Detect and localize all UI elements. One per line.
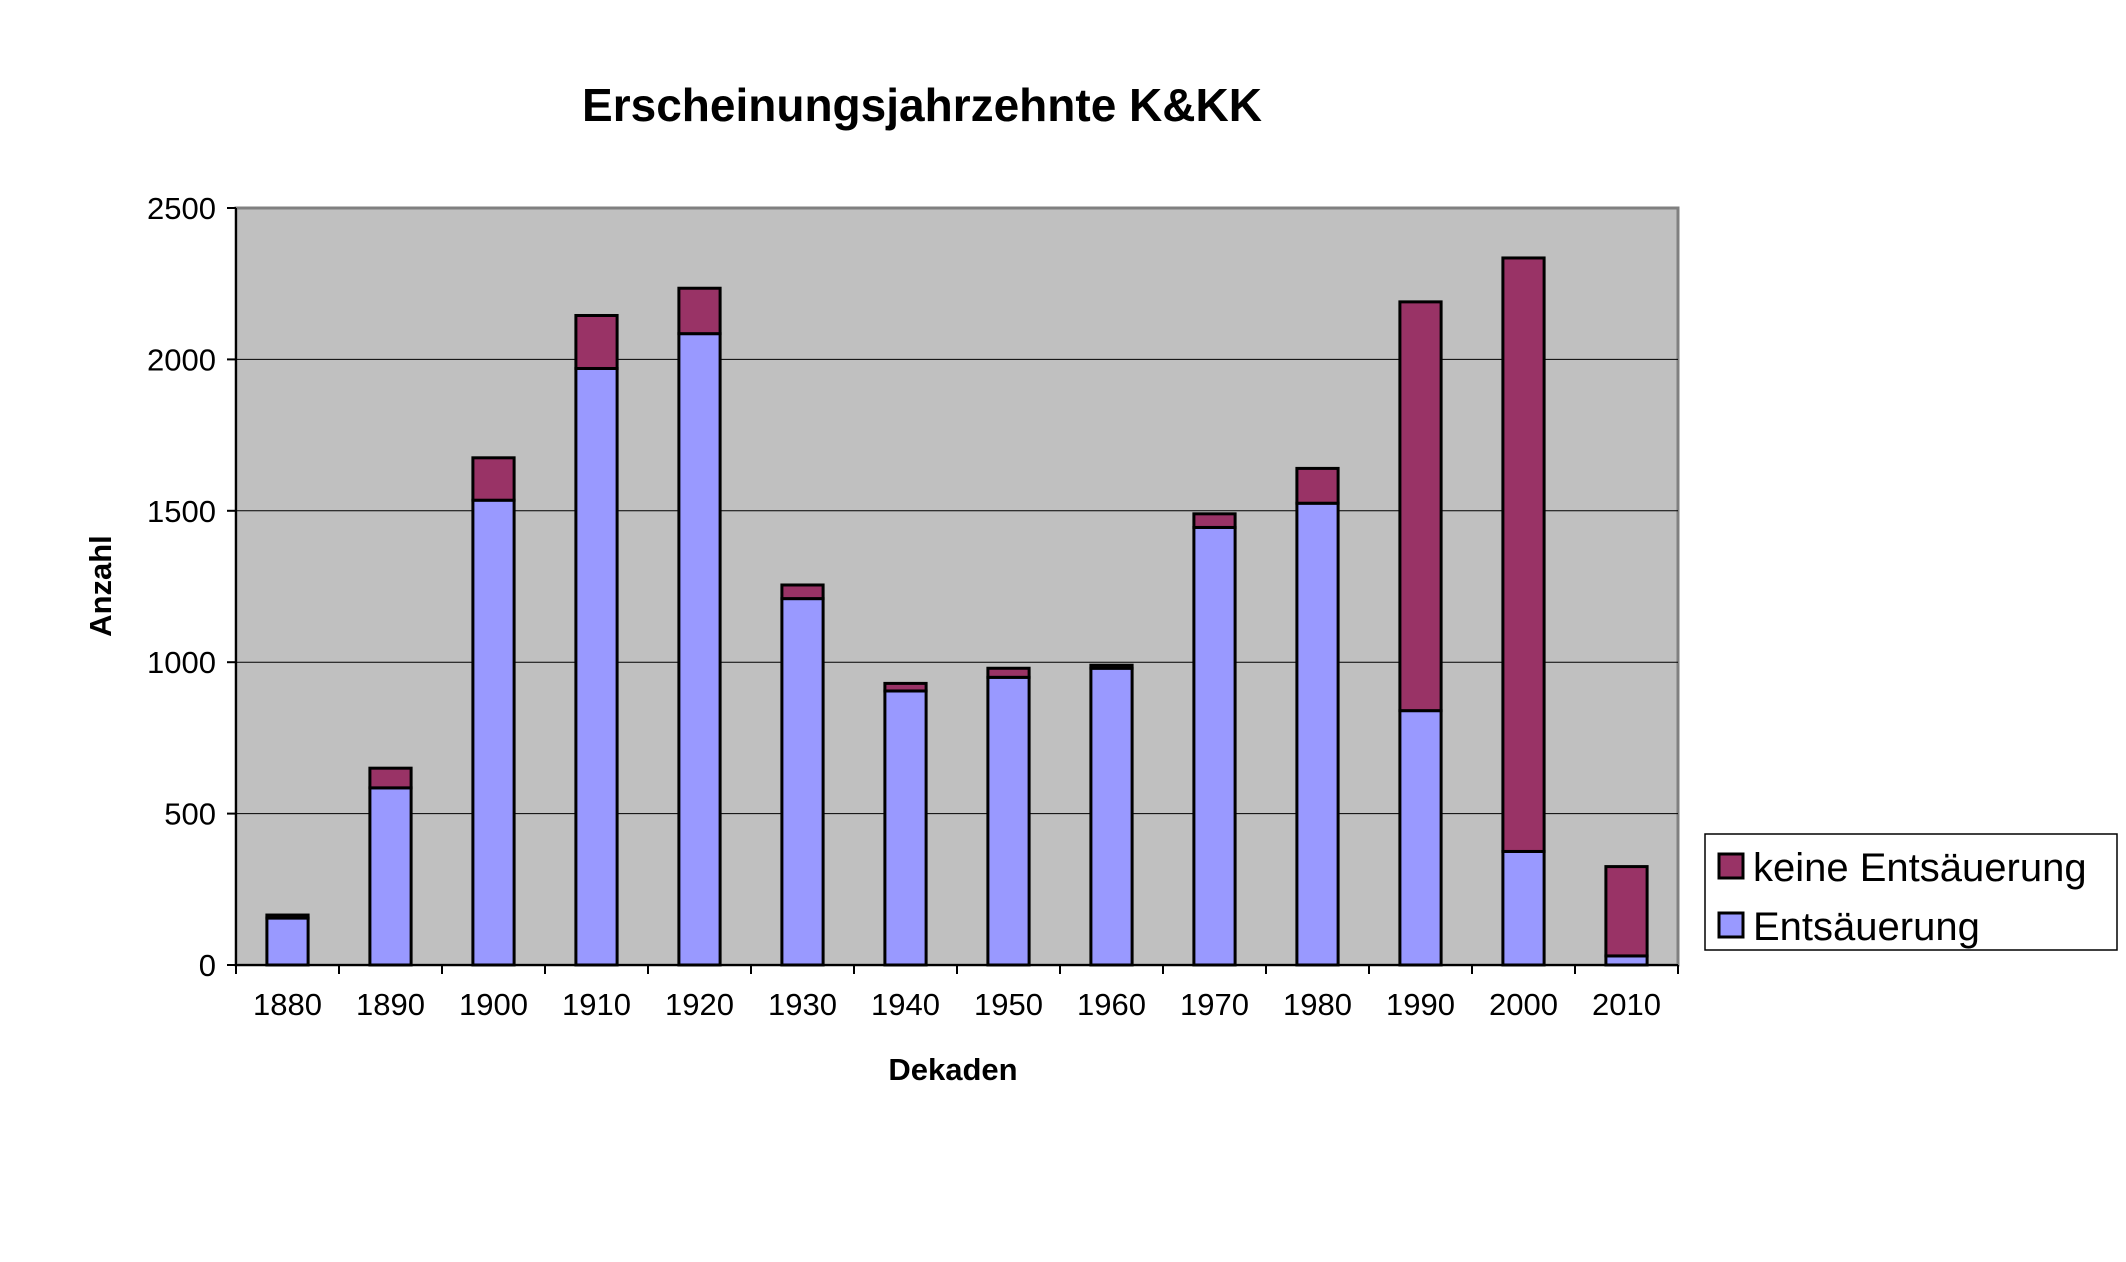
y-axis-ticks: 0 500 1000 1500 2000 2500 bbox=[147, 191, 236, 983]
bar-entsaeuerung-1980 bbox=[1295, 501, 1340, 967]
y-axis-label: Anzahl bbox=[83, 535, 118, 637]
x-tick-label: 2010 bbox=[1592, 987, 1661, 1022]
y-tick-label: 2000 bbox=[147, 342, 216, 377]
legend-box bbox=[1704, 833, 2118, 951]
x-axis-ticks: 1880 1890 1900 1910 1920 1930 1940 1950 1960 1970… bbox=[235, 965, 1679, 1022]
bar-keine-entsaeuerung-2010 bbox=[1604, 865, 1649, 958]
x-tick-label: 1940 bbox=[871, 987, 940, 1022]
bar-entsaeuerung-1890 bbox=[368, 786, 413, 967]
x-tick-label: 1970 bbox=[1180, 987, 1249, 1022]
bar-keine-entsaeuerung-1940 bbox=[883, 681, 928, 693]
bar-keine-entsaeuerung-1930 bbox=[780, 583, 825, 601]
legend-label-keine-entsaeuerung: keine Entsäuerung bbox=[1753, 846, 2087, 890]
x-tick-label: 1900 bbox=[459, 987, 528, 1022]
bar-keine-entsaeuerung-1880 bbox=[265, 913, 310, 920]
x-axis-label: Dekaden bbox=[888, 1052, 1017, 1087]
y-tick-label: 1000 bbox=[147, 645, 216, 680]
bar-keine-entsaeuerung-2000 bbox=[1501, 256, 1546, 853]
legend-swatch-keine-entsaeuerung bbox=[1717, 852, 1745, 880]
x-tick-label: 1950 bbox=[974, 987, 1043, 1022]
x-tick-label: 1990 bbox=[1386, 987, 1455, 1022]
bar-entsaeuerung-1920 bbox=[677, 332, 722, 967]
bar-keine-entsaeuerung-1990 bbox=[1398, 300, 1443, 713]
bar-entsaeuerung-2000 bbox=[1501, 849, 1546, 967]
bar-entsaeuerung-1970 bbox=[1192, 525, 1237, 967]
x-tick-label: 1880 bbox=[253, 987, 322, 1022]
bar-keine-entsaeuerung-1960 bbox=[1089, 663, 1134, 670]
bar-keine-entsaeuerung-1970 bbox=[1192, 512, 1237, 529]
chart-title: Erscheinungsjahrzehnte K&KK bbox=[582, 79, 1262, 131]
bar-entsaeuerung-1910 bbox=[574, 366, 619, 967]
legend: keine Entsäuerung Entsäuerung bbox=[1704, 833, 2118, 951]
bar-keine-entsaeuerung-1890 bbox=[368, 766, 413, 790]
bar-keine-entsaeuerung-1980 bbox=[1295, 466, 1340, 505]
x-tick-label: 1890 bbox=[356, 987, 425, 1022]
y-tick-label: 500 bbox=[164, 797, 216, 832]
x-tick-label: 1920 bbox=[665, 987, 734, 1022]
bar-keine-entsaeuerung-1900 bbox=[471, 456, 516, 502]
x-tick-label: 1910 bbox=[562, 987, 631, 1022]
y-tick-label: 0 bbox=[199, 948, 216, 983]
x-tick-label: 1960 bbox=[1077, 987, 1146, 1022]
bar-keine-entsaeuerung-1950 bbox=[986, 666, 1031, 679]
bar-entsaeuerung-1990 bbox=[1398, 709, 1443, 967]
x-tick-label: 2000 bbox=[1489, 987, 1558, 1022]
y-tick-label: 1500 bbox=[147, 494, 216, 529]
bar-entsaeuerung-1960 bbox=[1089, 666, 1134, 967]
bar-entsaeuerung-1940 bbox=[883, 689, 928, 967]
bar-entsaeuerung-1900 bbox=[471, 498, 516, 967]
plot-area bbox=[234, 206, 1680, 967]
legend-swatch-entsaeuerung bbox=[1717, 911, 1745, 939]
x-tick-label: 1930 bbox=[768, 987, 837, 1022]
x-tick-label: 1980 bbox=[1283, 987, 1352, 1022]
bar-entsaeuerung-1880 bbox=[265, 916, 310, 967]
bar-keine-entsaeuerung-1920 bbox=[677, 286, 722, 336]
bar-keine-entsaeuerung-1910 bbox=[574, 313, 619, 370]
bar-entsaeuerung-1930 bbox=[780, 597, 825, 967]
bar-entsaeuerung-1950 bbox=[986, 675, 1031, 967]
y-tick-label: 2500 bbox=[147, 191, 216, 226]
legend-label-entsaeuerung: Entsäuerung bbox=[1753, 905, 1980, 949]
